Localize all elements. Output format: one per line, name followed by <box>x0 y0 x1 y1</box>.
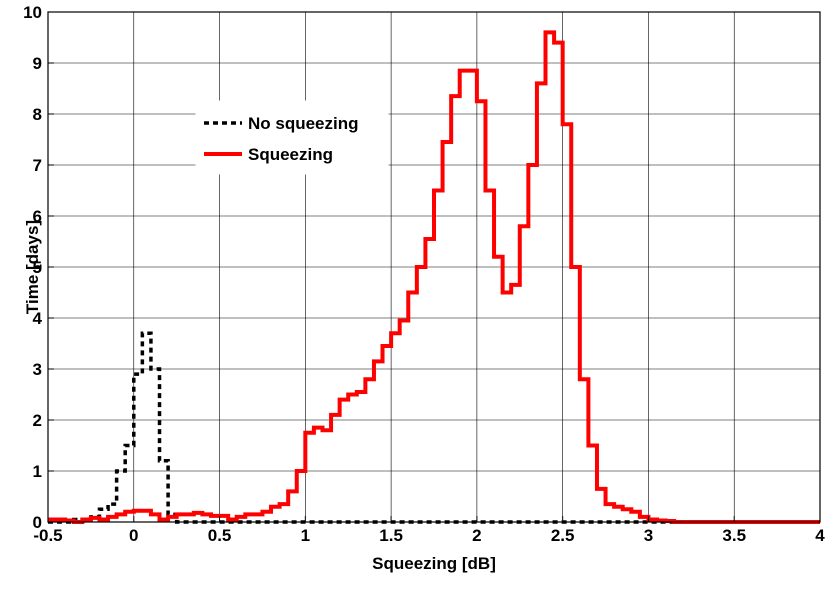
legend-label-no-squeezing: No squeezing <box>248 114 359 133</box>
x-tick-label: 3.5 <box>722 526 746 545</box>
y-tick-label: 10 <box>23 3 42 22</box>
x-tick-label: -0.5 <box>33 526 62 545</box>
y-tick-label: 7 <box>33 156 42 175</box>
series-squeezing-line <box>48 30 820 524</box>
x-tick-label: 1 <box>301 526 310 545</box>
legend-label-squeezing: Squeezing <box>248 145 333 164</box>
x-axis-label: Squeezing [dB] <box>372 554 496 573</box>
x-tick-label: 0.5 <box>208 526 232 545</box>
x-tick-label: 2 <box>472 526 481 545</box>
legend: No squeezing Squeezing <box>195 100 389 175</box>
plot-series <box>48 30 820 524</box>
y-tick-label: 6 <box>33 207 42 226</box>
y-tick-label: 3 <box>33 360 42 379</box>
x-tick-label: 0 <box>129 526 138 545</box>
series-no-squeezing-line <box>48 331 820 524</box>
y-tick-label: 1 <box>33 462 42 481</box>
x-tick-label: 3 <box>644 526 653 545</box>
x-tick-label: 1.5 <box>379 526 403 545</box>
y-axis-label: Time [days] <box>23 220 42 314</box>
y-tick-label: 5 <box>33 258 42 277</box>
y-tick-label: 8 <box>33 105 42 124</box>
y-tick-label: 2 <box>33 411 42 430</box>
y-tick-label: 0 <box>33 513 42 532</box>
x-tick-label: 2.5 <box>551 526 575 545</box>
y-tick-label: 4 <box>33 309 43 328</box>
legend-box <box>195 100 389 175</box>
y-tick-label: 9 <box>33 54 42 73</box>
x-tick-label: 4 <box>815 526 825 545</box>
